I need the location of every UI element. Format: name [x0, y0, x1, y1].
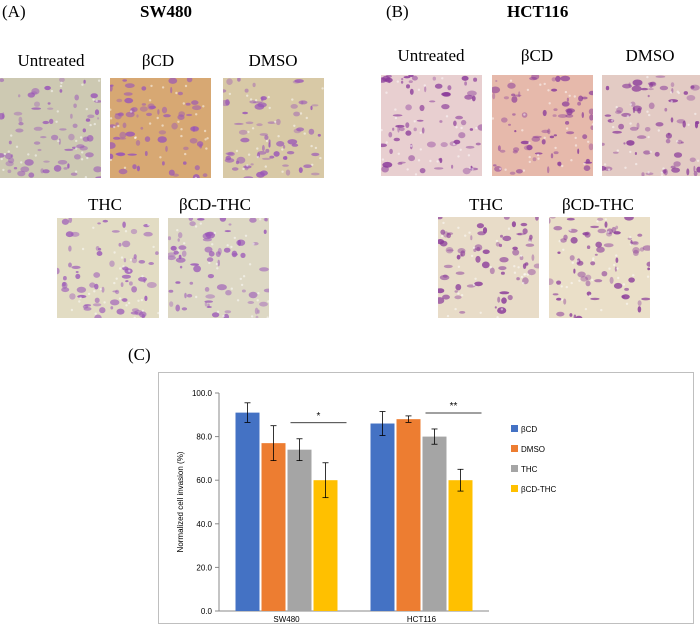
bar [261, 443, 286, 611]
panel-b-label-bcd-thc: βCD-THC [562, 195, 634, 214]
panel-a-label-bcd-thc: βCD-THC [179, 195, 251, 214]
y-tick-label: 100.0 [192, 389, 213, 398]
legend-swatch [511, 485, 518, 492]
panel-b-label-untreated: Untreated [397, 46, 465, 65]
bar [287, 449, 312, 611]
panel-b-letter: (B) [386, 2, 409, 21]
y-tick-label: 60.0 [196, 476, 212, 485]
legend-label: βCD [521, 425, 537, 434]
panel-b-label-dmso: DMSO [625, 46, 675, 65]
x-tick-label: SW480 [273, 615, 300, 623]
y-tick-label: 0.0 [201, 607, 213, 616]
y-tick-label: 40.0 [196, 520, 212, 529]
micrograph-hct116-bcd-thc [549, 217, 650, 318]
micrograph-sw480-untreated [0, 78, 101, 178]
legend-label: DMSO [521, 445, 545, 454]
panel-a-label-thc: THC [88, 195, 122, 214]
panel-c-letter: (C) [128, 345, 151, 364]
panel-b-title: HCT116 [507, 2, 569, 21]
bar [422, 436, 447, 611]
legend-label: THC [521, 465, 538, 474]
panel-a-letter: (A) [2, 2, 26, 21]
y-tick-label: 80.0 [196, 433, 212, 442]
y-tick-label: 20.0 [196, 563, 212, 572]
panel-a-label-dmso: DMSO [248, 51, 298, 70]
x-tick-label: HCT116 [407, 615, 437, 623]
micrograph-sw480-dmso [223, 78, 324, 178]
panel-a-title: SW480 [140, 2, 192, 21]
bar [313, 480, 338, 611]
micrograph-sw480-thc [57, 218, 159, 318]
significance-marker: ** [450, 401, 458, 412]
panel-a-label-bcd: βCD [141, 51, 175, 70]
legend-swatch [511, 445, 518, 452]
micrograph-hct116-bcd [492, 75, 593, 176]
legend-label: βCD-THC [521, 485, 556, 494]
micrograph-hct116-thc [438, 217, 539, 318]
micrograph-hct116-untreated [381, 75, 482, 176]
panel-a-label-untreated: Untreated [17, 51, 85, 70]
bar [370, 423, 395, 611]
bar-chart: 0.0 20.0 40.0 60.0 80.0 100.0 Normalized cell … [158, 372, 694, 624]
legend-swatch [511, 425, 518, 432]
bar [235, 412, 260, 611]
panel-b-label-bcd: βCD [520, 46, 554, 65]
panel-b-label-thc: THC [469, 195, 503, 214]
significance-marker: * [317, 411, 321, 422]
micrograph-sw480-bcd-thc [168, 218, 269, 318]
bar [396, 419, 421, 611]
legend-swatch [511, 465, 518, 472]
bar [448, 480, 473, 611]
bar-chart-svg: 0.0 20.0 40.0 60.0 80.0 100.0 Normalized cell … [176, 389, 556, 624]
micrograph-hct116-dmso [602, 75, 700, 176]
micrograph-sw480-bcd [110, 78, 211, 178]
y-axis-label: Normalized cell invasion (%) [176, 451, 185, 552]
